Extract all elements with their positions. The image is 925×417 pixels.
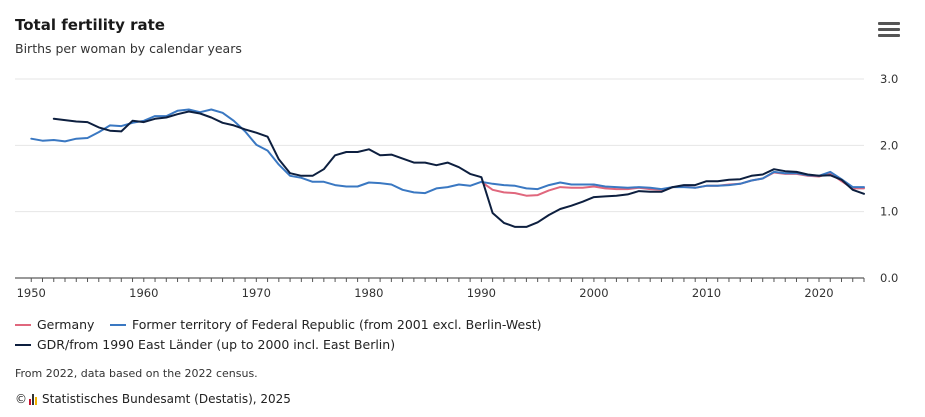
x-tick-label: 2010 [692,286,721,300]
legend-label-gdr: GDR/from 1990 East Länder (up to 2000 in… [37,337,396,352]
legend-item-federal-republic[interactable]: Former territory of Federal Republic (fr… [110,317,542,332]
source-text: Statistisches Bundesamt (Destatis), 2025 [42,392,291,406]
destatis-logo-icon [29,393,37,405]
x-tick-label: 1970 [242,286,271,300]
legend-swatch-germany [15,323,31,326]
x-tick-label: 2020 [804,286,833,300]
x-axis: 1950 1960 1970 1980 1990 2000 2010 2020 [15,277,865,300]
y-tick-label: 2.0 [880,138,898,152]
x-tick-label: 1950 [17,286,46,300]
source-credit: © Statistisches Bundesamt (Destatis), 20… [15,392,291,406]
legend-item-gdr[interactable]: GDR/from 1990 East Länder (up to 2000 in… [15,337,395,352]
copyright-symbol: © [15,392,27,406]
y-tick-label: 1.0 [880,205,898,219]
chart-title: Total fertility rate [15,16,165,34]
y-tick-label: 3.0 [880,72,898,86]
series-line-gdr [52,110,865,228]
legend-swatch-gdr [15,343,31,346]
legend-swatch-federal-republic [110,323,126,326]
menu-bar [878,22,900,25]
x-tick-label: 2000 [579,286,608,300]
y-tick-label: 0.0 [880,271,898,285]
chart-plot: 1950 1960 1970 1980 1990 2000 2010 2020 3.0 2.0 1… [15,72,898,300]
x-tick-label: 1980 [354,286,383,300]
legend-label-germany: Germany [37,317,95,332]
x-tick-label: 1960 [129,286,158,300]
menu-bar [878,28,900,31]
footnote: From 2022, data based on the 2022 census… [15,367,258,380]
legend-label-federal-republic: Former territory of Federal Republic (fr… [132,317,542,332]
chart-subtitle: Births per woman by calendar years [15,41,242,56]
legend-item-germany[interactable]: Germany [15,317,94,332]
y-axis: 3.0 2.0 1.0 0.0 [880,72,898,285]
hamburger-menu-icon[interactable] [878,22,900,42]
series-lines [30,108,865,228]
grid [15,78,864,213]
series-line-federal-republic [30,108,865,195]
x-tick-label: 1990 [467,286,496,300]
menu-bar [878,34,900,37]
